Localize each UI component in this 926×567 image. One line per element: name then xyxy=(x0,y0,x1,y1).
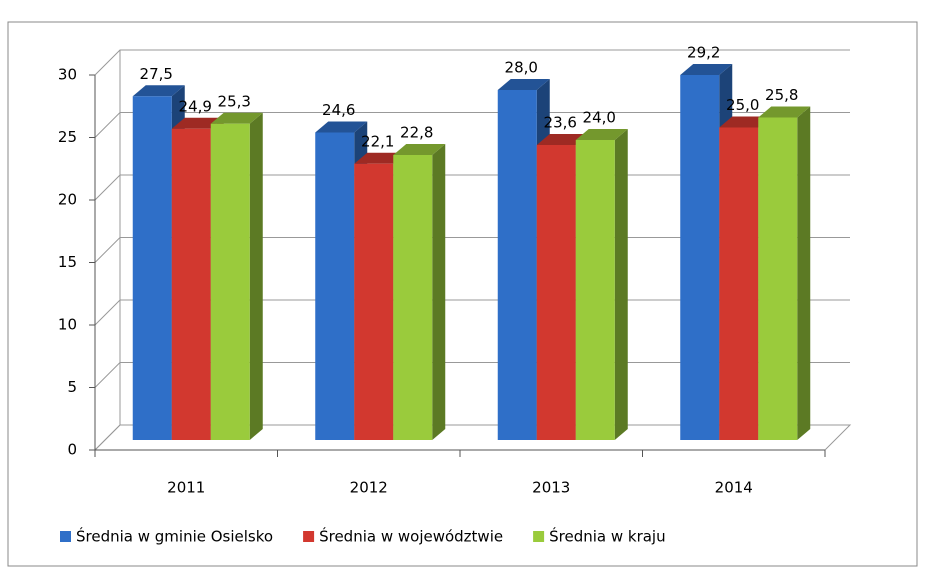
bar-front xyxy=(719,127,759,440)
bar-top xyxy=(393,144,446,155)
bar-front xyxy=(210,123,250,440)
bar-top xyxy=(497,79,550,90)
bar-top xyxy=(132,85,185,97)
data-label: 22,8 xyxy=(400,124,433,142)
bar-side xyxy=(249,112,263,440)
bar-front xyxy=(758,117,798,440)
legend-label: Średnia w gminie Osielsko xyxy=(76,527,273,546)
x-tick-label: 2014 xyxy=(715,479,753,497)
bar-top xyxy=(315,121,368,133)
data-label: 25,0 xyxy=(726,96,759,114)
bar-front xyxy=(171,128,211,440)
bar-front xyxy=(132,96,172,440)
data-label: 22,1 xyxy=(361,132,394,150)
legend-swatch xyxy=(303,531,315,542)
y-tick-label: 5 xyxy=(67,378,77,396)
bar-top xyxy=(575,129,628,140)
data-label: 28,0 xyxy=(505,59,538,77)
y-tick-label: 10 xyxy=(58,316,77,334)
data-label: 27,5 xyxy=(140,65,173,83)
bar-side xyxy=(614,129,628,440)
data-label: 24,0 xyxy=(583,109,616,127)
bar-front xyxy=(536,145,576,440)
grid-line xyxy=(94,112,850,138)
legend-label: Średnia w kraju xyxy=(549,527,666,546)
legend-swatch xyxy=(533,531,545,542)
bar-side xyxy=(432,144,446,440)
bar-top xyxy=(758,106,811,118)
x-tick-label: 2013 xyxy=(532,479,570,497)
data-label: 23,6 xyxy=(544,114,577,132)
x-tick-label: 2011 xyxy=(167,479,205,497)
data-label: 25,3 xyxy=(218,92,251,110)
bar xyxy=(758,106,811,440)
bar-top xyxy=(210,112,263,124)
bar-front xyxy=(497,90,537,440)
legend-swatch xyxy=(60,531,71,542)
bar-side xyxy=(797,106,811,440)
bar-front xyxy=(393,155,433,440)
bar-front xyxy=(575,140,615,440)
bar xyxy=(210,112,263,440)
legend-label: Średnia w województwie xyxy=(319,527,503,546)
y-tick-label: 0 xyxy=(67,441,77,459)
bar xyxy=(393,144,446,440)
bar-front xyxy=(354,163,394,440)
bar-front xyxy=(680,75,720,440)
bar-front xyxy=(315,132,355,440)
y-tick-label: 25 xyxy=(58,128,77,146)
bar-top xyxy=(680,64,733,75)
y-tick-label: 15 xyxy=(58,253,77,271)
data-label: 24,9 xyxy=(179,97,212,115)
data-label: 25,8 xyxy=(765,86,798,104)
grid-line xyxy=(94,49,850,76)
x-tick-label: 2012 xyxy=(350,479,388,497)
y-tick-label: 30 xyxy=(58,66,77,84)
y-tick-label: 20 xyxy=(58,191,77,209)
bar xyxy=(575,129,628,440)
data-label: 24,6 xyxy=(322,101,355,119)
data-label: 29,2 xyxy=(687,44,720,62)
